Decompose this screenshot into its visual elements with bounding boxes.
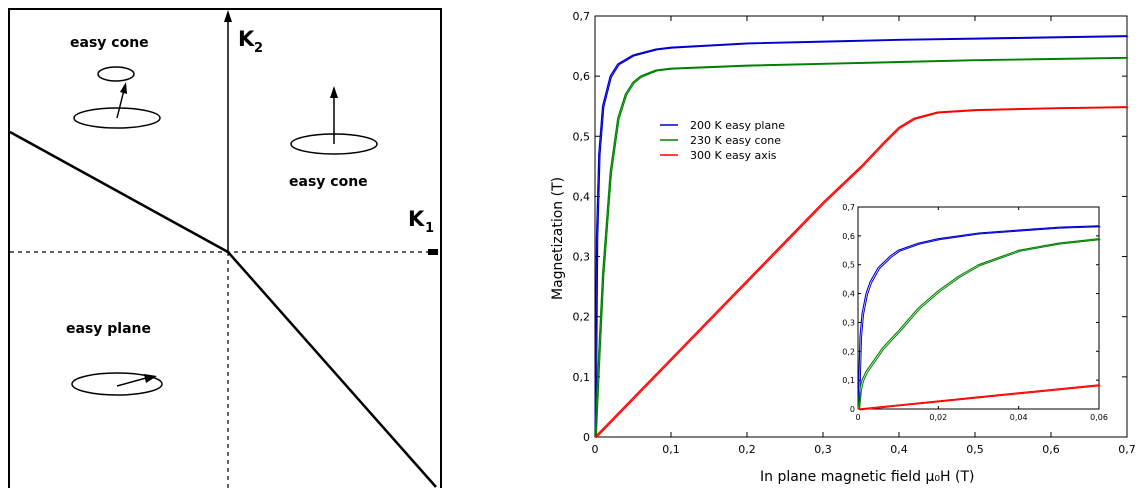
- y-tick-label: 0,4: [842, 290, 855, 299]
- diagram-frame: [8, 8, 442, 488]
- y-axis-label: Magnetization (T): [550, 177, 566, 300]
- x-tick-label: 0,1: [662, 443, 680, 456]
- cone-magnetization-arrow: [116, 89, 125, 119]
- plane-arrowhead-icon: [144, 374, 157, 383]
- y-tick-label: 0: [583, 431, 590, 444]
- y-tick-label: 0,3: [842, 318, 855, 327]
- series-line-branch-1: [595, 57, 1129, 438]
- x-tick-label: 0,5: [966, 443, 984, 456]
- legend-entry-label: 230 K easy cone: [690, 134, 781, 147]
- series-line-branch-0: [859, 226, 1101, 410]
- plane-ellipse-icon: [71, 372, 163, 396]
- region-label-upper-right: easy cone: [289, 174, 368, 190]
- y-tick-label: 0,1: [573, 371, 591, 384]
- axis-arrowhead-icon: [330, 86, 338, 98]
- series-line-0: [594, 35, 1128, 438]
- boundary-line-left: [9, 130, 229, 254]
- series-line-branch-2: [595, 106, 1129, 439]
- y-tick-label: 0,5: [573, 130, 591, 143]
- x-tick-label: 0,7: [1118, 443, 1136, 456]
- x-tick-label: 0,04: [1010, 413, 1028, 422]
- region-label-lower-left: easy plane: [66, 321, 151, 337]
- x-tick-label: 0,2: [738, 443, 756, 456]
- x-tick-label: 0,6: [1042, 443, 1060, 456]
- series-line-branch-2: [859, 385, 1101, 411]
- legend: 200 K easy plane 230 K easy cone 300 K eas…: [660, 119, 785, 162]
- y-tick-label: 0,7: [842, 203, 855, 212]
- series-line-0: [857, 225, 1100, 410]
- anisotropy-diagram: K 2 K 1 easy cone easy cone easy plane: [8, 8, 442, 488]
- series-line-2: [857, 384, 1100, 410]
- x-tick-label: 0: [592, 443, 599, 456]
- inset-series-lines: [857, 225, 1101, 411]
- k1-subscript: 1: [425, 221, 434, 236]
- y-tick-label: 0,7: [573, 10, 591, 23]
- series-line-2: [594, 106, 1128, 438]
- series-line-branch-0: [595, 36, 1129, 438]
- k1-label: K: [408, 207, 425, 231]
- k2-label: K: [238, 27, 255, 51]
- plane-magnetization-arrow: [116, 377, 147, 387]
- x-axis-label: In plane magnetic field μ₀H (T): [760, 469, 975, 485]
- boundary-line-right: [227, 251, 437, 488]
- series-line-1: [594, 56, 1128, 438]
- inset-chart: 0 0,02 0,04 0,06 0 0,1 0,2 0,3 0,4 0,5 0,6 0,7: [842, 203, 1108, 422]
- y-tick-label: 0,4: [573, 190, 591, 203]
- inset-plot-frame: [857, 206, 1100, 410]
- series-line-branch-1: [859, 239, 1101, 410]
- y-tick-label: 0,6: [573, 70, 591, 83]
- y-tick-label: 0,5: [842, 261, 855, 270]
- x-tick-label: 0,4: [890, 443, 908, 456]
- series-line-1: [857, 238, 1100, 410]
- y-tick-label: 0,1: [842, 376, 855, 385]
- y-tick-label: 0,6: [842, 232, 855, 241]
- legend-entry-label: 200 K easy plane: [690, 119, 785, 132]
- y-tick-label: 0: [850, 405, 855, 414]
- y-tick-label: 0,2: [842, 347, 855, 356]
- x-tick-label: 0,02: [929, 413, 947, 422]
- y-tick-label: 0,2: [573, 311, 591, 324]
- region-label-upper-left: easy cone: [70, 35, 149, 51]
- k2-arrowhead: [224, 10, 232, 22]
- x-tick-label: 0,3: [814, 443, 832, 456]
- legend-entry-label: 300 K easy axis: [690, 149, 777, 162]
- k1-arrowhead: [428, 249, 438, 255]
- k2-subscript: 2: [254, 41, 263, 56]
- cone-top-ellipse-icon: [97, 66, 135, 82]
- cone-base-ellipse-icon: [73, 107, 161, 129]
- y-tick-label: 0,3: [573, 251, 591, 264]
- inset-axis-ticks: 0 0,02 0,04 0,06 0 0,1 0,2 0,3 0,4 0,5 0,6 0,7: [842, 203, 1108, 422]
- x-tick-label: 0: [855, 413, 860, 422]
- x-tick-label: 0,06: [1090, 413, 1108, 422]
- main-series-lines: [594, 35, 1129, 439]
- cone-arrowhead-icon: [120, 82, 127, 94]
